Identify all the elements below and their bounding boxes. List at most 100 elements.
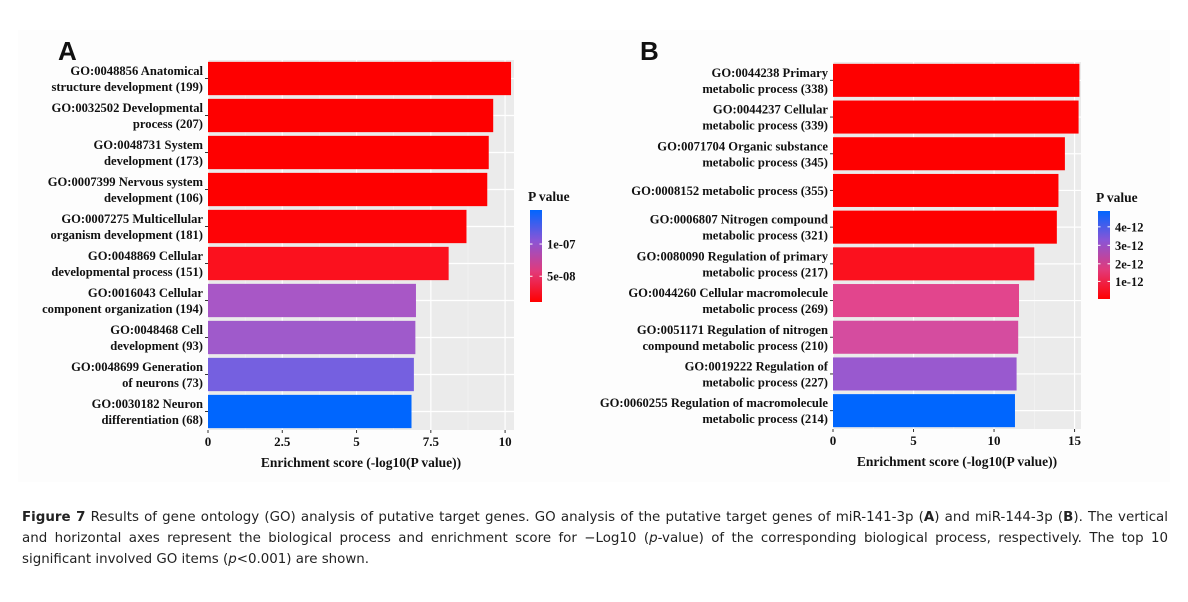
y-tick-label: GO:0032502 Developmental process (207) [52,101,204,131]
legend-title: P value [528,189,570,204]
bar [833,357,1017,391]
bar [208,98,494,133]
y-tick-label-line: GO:0007275 Multicellular [61,212,203,226]
y-tick-label: GO:0080090 Regulation of primary metaboli… [637,249,829,279]
legend-tick-label: 1e-12 [1115,275,1143,289]
x-tick-label: 7.5 [423,434,440,449]
bar [208,61,512,96]
legend-tick-label: 1e-07 [547,238,575,252]
y-tick-label-line: GO:0007399 Nervous system [48,175,204,189]
bar [208,394,412,429]
y-tick-label-line: of neurons (73) [122,376,203,390]
y-tick-label: GO:0007399 Nervous system development (10… [48,175,204,205]
y-tick-label-line: GO:0006807 Nitrogen compound [650,213,828,227]
y-tick-label-line: GO:0048731 System [94,138,204,152]
y-tick-label-line: GO:0048869 Cellular [88,249,203,263]
x-tick-label: 10 [499,434,512,449]
y-tick-label-line: metabolic process (339) [702,119,828,133]
bar [208,283,416,318]
y-tick-label-line: process (207) [133,117,203,131]
y-tick-label-line: organism development (181) [50,228,203,242]
legend-tick-label: 2e-12 [1115,257,1143,271]
x-tick-label: 5 [910,433,917,448]
y-tick-label-line: GO:0044237 Cellular [713,103,828,117]
legend-colorbar [530,210,542,302]
caption-text: <0.001) are shown. [236,552,370,567]
y-tick-label: GO:0019222 Regulation of metabolic proces… [685,359,829,389]
bar [833,247,1035,281]
y-tick-label-line: developmental process (151) [51,265,203,279]
bar [833,137,1065,171]
y-tick-label-line: metabolic process (321) [702,229,828,243]
bar [833,284,1019,318]
bar [208,209,467,244]
y-tick-label-line: development (93) [110,339,203,353]
legend-tick-label: 4e-12 [1115,220,1143,234]
caption-p-italic: p [649,531,658,546]
legend-tick-label: 3e-12 [1115,239,1143,253]
y-tick-label: GO:0048468 Cell development (93) [110,323,203,353]
y-tick-label-line: GO:0016043 Cellular [88,286,203,300]
y-tick-label: GO:0030182 Neuron differentiation (68) [92,397,203,427]
panel-letter-a: A [58,36,77,66]
caption-text: ) and miR-144-3p ( [934,510,1064,525]
figure-caption: Figure 7 Results of gene ontology (GO) a… [22,507,1168,570]
y-tick-label-line: GO:0030182 Neuron [92,397,203,411]
y-tick-label-line: GO:0048699 Generation [71,360,203,374]
y-tick-label: GO:0048699 Generation of neurons (73) [71,360,203,390]
x-tick-label: 0 [205,434,212,449]
y-tick-label: GO:0044238 Primary metabolic process (338… [702,66,828,96]
legend-colorbar [1098,211,1110,299]
caption-ref-b: B [1063,510,1074,525]
y-tick-label: GO:0051171 Regulation of nitrogen compoun… [637,323,828,353]
y-tick-label-line: GO:0008152 metabolic process (355) [631,184,828,198]
bar [208,246,449,281]
y-tick-label: GO:0048731 System development (173) [94,138,204,168]
y-tick-label-line: differentiation (68) [101,413,203,427]
bar [833,394,1015,428]
y-tick-label-line: metabolic process (217) [702,265,828,279]
caption-ref-a: A [923,510,935,525]
chart-a: GO:0048856 Anatomical structure developme… [42,60,575,470]
y-tick-label-line: metabolic process (214) [702,412,828,426]
y-tick-label: GO:0016043 Cellular component organizatio… [42,286,203,316]
y-tick-label: GO:0044237 Cellular metabolic process (33… [702,103,828,133]
legend-tick-label: 5e-08 [547,270,575,284]
y-tick-label-line: GO:0019222 Regulation of [685,359,829,373]
bar [208,135,489,170]
y-tick-label: GO:0048869 Cellular developmental process… [51,249,203,279]
y-tick-label-line: structure development (199) [51,80,203,94]
y-tick-label-line: GO:0060255 Regulation of macromolecule [600,396,829,410]
x-tick-label: 5 [353,434,360,449]
caption-text: -value) of the corresponding biological … [22,531,1169,567]
x-axis-label: Enrichment score (-log10(P value)) [261,455,461,470]
y-tick-label: GO:0044260 Cellular macromolecule metabol… [628,286,828,316]
caption-text: Results of gene ontology (GO) analysis o… [85,510,924,525]
bar [208,357,414,392]
bar [833,63,1080,97]
caption-p-italic: p [228,552,237,567]
legend-title: P value [1096,190,1138,205]
bar [833,173,1059,207]
y-tick-label-line: metabolic process (345) [702,155,828,169]
y-tick-label: GO:0048856 Anatomical structure developme… [51,64,203,94]
bar [208,320,416,355]
y-tick-label-line: GO:0051171 Regulation of nitrogen [637,323,828,337]
y-tick-label-line: GO:0048856 Anatomical [70,64,203,78]
y-tick-label-line: development (106) [104,191,203,205]
x-axis-label: Enrichment score (-log10(P value)) [857,454,1057,469]
y-tick-label-line: GO:0048468 Cell [110,323,203,337]
y-tick-label-line: metabolic process (338) [702,82,828,96]
caption-figure-label: Figure 7 [22,510,86,525]
y-tick-label-line: GO:0080090 Regulation of primary [637,249,829,263]
bar [208,172,488,207]
x-tick-label: 15 [1068,433,1082,448]
bar [833,320,1019,354]
y-tick-label-line: GO:0044238 Primary [712,66,829,80]
y-tick-label: GO:0006807 Nitrogen compound metabolic pr… [650,213,828,243]
y-tick-label: GO:0060255 Regulation of macromolecule me… [600,396,829,426]
y-tick-label: GO:0008152 metabolic process (355) [631,184,828,198]
x-tick-label: 0 [830,433,837,448]
figure-panel: A B GO:0048856 Anatomical structure devel… [18,30,1170,482]
caption-text: ). The vertical and horizontal axes repr… [22,510,1168,546]
